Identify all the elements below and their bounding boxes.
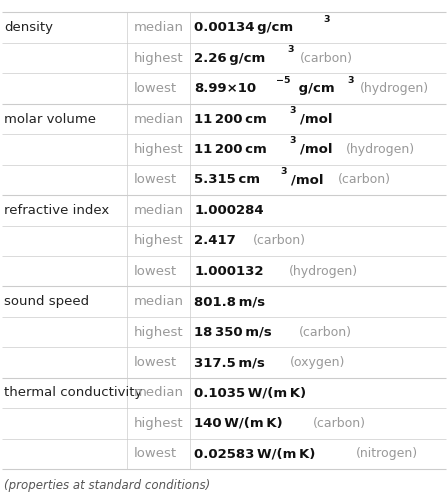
Text: 3: 3 bbox=[289, 136, 296, 145]
Text: density: density bbox=[4, 21, 54, 34]
Text: (carbon): (carbon) bbox=[300, 51, 353, 65]
Text: 3: 3 bbox=[323, 14, 330, 23]
Text: lowest: lowest bbox=[134, 447, 177, 461]
Text: median: median bbox=[134, 386, 184, 400]
Text: 0.02583 W/(m K): 0.02583 W/(m K) bbox=[194, 447, 316, 461]
Text: 11 200 cm: 11 200 cm bbox=[194, 112, 267, 126]
Text: median: median bbox=[134, 112, 184, 126]
Text: lowest: lowest bbox=[134, 173, 177, 187]
Text: (carbon): (carbon) bbox=[337, 173, 391, 187]
Text: /mol: /mol bbox=[291, 173, 324, 187]
Text: (oxygen): (oxygen) bbox=[291, 356, 346, 369]
Text: refractive index: refractive index bbox=[4, 204, 110, 217]
Text: thermal conductivity: thermal conductivity bbox=[4, 386, 143, 400]
Text: g/cm: g/cm bbox=[296, 82, 335, 95]
Text: lowest: lowest bbox=[134, 264, 177, 278]
Text: median: median bbox=[134, 204, 184, 217]
Text: median: median bbox=[134, 295, 184, 308]
Text: 1.000284: 1.000284 bbox=[194, 204, 264, 217]
Text: sound speed: sound speed bbox=[4, 295, 89, 308]
Text: median: median bbox=[134, 21, 184, 34]
Text: 2.417: 2.417 bbox=[194, 234, 236, 248]
Text: 3: 3 bbox=[347, 75, 354, 84]
Text: (carbon): (carbon) bbox=[299, 325, 352, 339]
Text: 0.00134 g/cm: 0.00134 g/cm bbox=[194, 21, 294, 34]
Text: 0.1035 W/(m K): 0.1035 W/(m K) bbox=[194, 386, 307, 400]
Text: lowest: lowest bbox=[134, 82, 177, 95]
Text: highest: highest bbox=[134, 417, 184, 430]
Text: (hydrogen): (hydrogen) bbox=[346, 143, 415, 156]
Text: lowest: lowest bbox=[134, 356, 177, 369]
Text: /mol: /mol bbox=[300, 143, 332, 156]
Text: 3: 3 bbox=[289, 106, 296, 115]
Text: 18 350 m/s: 18 350 m/s bbox=[194, 325, 272, 339]
Text: (carbon): (carbon) bbox=[313, 417, 366, 430]
Text: highest: highest bbox=[134, 51, 184, 65]
Text: highest: highest bbox=[134, 143, 184, 156]
Text: 140 W/(m K): 140 W/(m K) bbox=[194, 417, 283, 430]
Text: 2.26 g/cm: 2.26 g/cm bbox=[194, 51, 266, 65]
Text: 5.315 cm: 5.315 cm bbox=[194, 173, 261, 187]
Text: 11 200 cm: 11 200 cm bbox=[194, 143, 267, 156]
Text: highest: highest bbox=[134, 234, 184, 248]
Text: 3: 3 bbox=[281, 167, 287, 176]
Text: (hydrogen): (hydrogen) bbox=[289, 264, 358, 278]
Text: 1.000132: 1.000132 bbox=[194, 264, 264, 278]
Text: (hydrogen): (hydrogen) bbox=[360, 82, 429, 95]
Text: /mol: /mol bbox=[300, 112, 332, 126]
Text: (properties at standard conditions): (properties at standard conditions) bbox=[4, 479, 211, 492]
Text: 317.5 m/s: 317.5 m/s bbox=[194, 356, 266, 369]
Text: −5: −5 bbox=[275, 75, 290, 84]
Text: highest: highest bbox=[134, 325, 184, 339]
Text: (nitrogen): (nitrogen) bbox=[355, 447, 417, 461]
Text: 801.8 m/s: 801.8 m/s bbox=[194, 295, 266, 308]
Text: 8.99×10: 8.99×10 bbox=[194, 82, 257, 95]
Text: 3: 3 bbox=[287, 45, 294, 54]
Text: molar volume: molar volume bbox=[4, 112, 97, 126]
Text: (carbon): (carbon) bbox=[253, 234, 306, 248]
